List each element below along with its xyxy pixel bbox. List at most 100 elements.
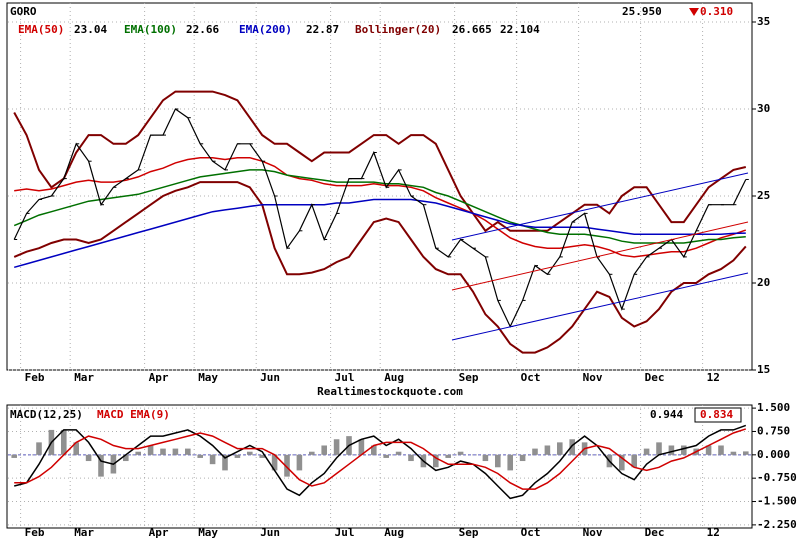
y-tick-label: 15 bbox=[757, 363, 770, 376]
x-tick-label: Jul bbox=[335, 526, 355, 539]
histogram-bar bbox=[482, 454, 489, 462]
x-tick-label: May bbox=[198, 526, 218, 539]
histogram-bar bbox=[743, 451, 749, 455]
histogram-bar bbox=[718, 445, 724, 455]
x-tick-label: Oct bbox=[521, 526, 541, 539]
histogram-bar bbox=[668, 445, 675, 455]
x-tick-label: Mar bbox=[74, 526, 94, 539]
x-tick-label: Aug bbox=[384, 526, 404, 539]
histogram-bar bbox=[160, 448, 166, 455]
histogram-bar bbox=[73, 442, 79, 455]
x-tick-label: Oct bbox=[521, 371, 541, 384]
legend-value: 22.66 bbox=[186, 23, 219, 36]
histogram-bar bbox=[209, 454, 216, 465]
histogram-bar bbox=[296, 454, 303, 471]
x-tick-label: Nov bbox=[583, 371, 603, 384]
value-box bbox=[694, 407, 742, 423]
y-tick-label: 1.500 bbox=[757, 401, 790, 414]
trend-line bbox=[451, 272, 749, 341]
legend-name: EMA(50) bbox=[18, 23, 64, 36]
histogram-bar bbox=[172, 448, 179, 455]
histogram-bar bbox=[185, 448, 191, 455]
histogram-bar bbox=[395, 451, 402, 455]
macd-panel bbox=[6, 404, 753, 529]
histogram-bar bbox=[433, 454, 439, 468]
histogram-bar bbox=[197, 454, 203, 458]
y-tick-label: 0.750 bbox=[757, 424, 790, 437]
y-tick-label: -2.250 bbox=[757, 518, 797, 531]
histogram-bar bbox=[147, 445, 154, 455]
series-line bbox=[14, 424, 747, 500]
x-tick-label: 12 bbox=[707, 526, 720, 539]
x-tick-label: Jun bbox=[260, 371, 280, 384]
y-tick-label: -1.500 bbox=[757, 495, 797, 508]
histogram-bar bbox=[371, 445, 377, 455]
legend-value: 22.104 bbox=[500, 23, 540, 36]
histogram-bar bbox=[98, 454, 104, 477]
x-tick-label: Jun bbox=[260, 526, 280, 539]
x-tick-label: Nov bbox=[583, 526, 603, 539]
x-tick-label: Dec bbox=[645, 526, 665, 539]
legend-value: 0.944 bbox=[650, 408, 683, 421]
histogram-bar bbox=[507, 454, 513, 471]
plot-layer: 15 20 25 30 35 Feb Mar Apr May Jun Jul Aug Sep Oct Nov… bbox=[8, 3, 797, 539]
x-tick-label: May bbox=[198, 371, 218, 384]
histogram-bar bbox=[656, 442, 662, 455]
legend-value: 23.04 bbox=[74, 23, 107, 36]
y-tick-label: 25 bbox=[757, 189, 770, 202]
histogram-bar bbox=[85, 454, 92, 462]
legend-name: Bollinger(20) bbox=[355, 23, 441, 36]
ticker: GORO bbox=[10, 5, 37, 18]
histogram-bar bbox=[358, 439, 365, 455]
x-tick-label: Mar bbox=[74, 371, 94, 384]
histogram-bar bbox=[61, 429, 67, 455]
histogram-bar bbox=[681, 445, 687, 455]
legend-name: EMA(100) bbox=[124, 23, 177, 36]
histogram-bar bbox=[445, 454, 451, 458]
histogram-bar bbox=[408, 454, 414, 462]
histogram-bar bbox=[11, 454, 17, 458]
legend-name: MACD EMA(9) bbox=[97, 408, 170, 421]
histogram-bar bbox=[321, 445, 327, 455]
histogram-bar bbox=[234, 454, 241, 458]
price-panel bbox=[6, 2, 753, 371]
histogram-bar bbox=[730, 451, 737, 455]
y-tick-label: -0.750 bbox=[757, 471, 797, 484]
x-tick-label: 12 bbox=[707, 371, 720, 384]
series-line bbox=[14, 156, 747, 258]
series-line bbox=[13, 169, 746, 244]
histogram-bar bbox=[495, 454, 501, 468]
last-price: 25.950 bbox=[622, 5, 662, 18]
y-tick-label: 0.000 bbox=[757, 448, 790, 461]
histogram-bar bbox=[222, 454, 228, 471]
down-arrow bbox=[689, 8, 699, 16]
legend-name: EMA(200) bbox=[239, 23, 292, 36]
x-tick-label: Jul bbox=[335, 371, 355, 384]
histogram-bar bbox=[705, 445, 712, 455]
histogram-bar bbox=[544, 445, 551, 455]
trend-line bbox=[451, 221, 749, 291]
x-tick-label: Apr bbox=[149, 526, 169, 539]
price-change: 0.310 bbox=[700, 5, 733, 18]
histogram-bar bbox=[519, 454, 526, 462]
histogram-bar bbox=[333, 439, 340, 455]
histogram-bar bbox=[247, 451, 253, 455]
x-tick-label: Sep bbox=[459, 371, 479, 384]
legend-value: 22.87 bbox=[306, 23, 339, 36]
histogram-bar bbox=[259, 454, 265, 458]
histogram-bar bbox=[135, 451, 141, 455]
histogram-bar bbox=[309, 451, 315, 455]
histogram-bar bbox=[532, 448, 538, 455]
bollinger-lower bbox=[13, 181, 747, 354]
legend-value: 0.834 bbox=[700, 408, 733, 421]
histogram-bar bbox=[36, 442, 42, 455]
histogram-bar bbox=[619, 454, 625, 471]
histogram-bar bbox=[557, 442, 563, 455]
legend-name: MACD(12,25) bbox=[10, 408, 83, 421]
histogram-bar bbox=[631, 454, 637, 468]
histogram-bar bbox=[271, 454, 278, 471]
trend-line bbox=[451, 172, 749, 241]
y-tick-label: 30 bbox=[757, 102, 770, 115]
x-tick-label: Feb bbox=[25, 526, 45, 539]
histogram-bar bbox=[569, 439, 575, 455]
